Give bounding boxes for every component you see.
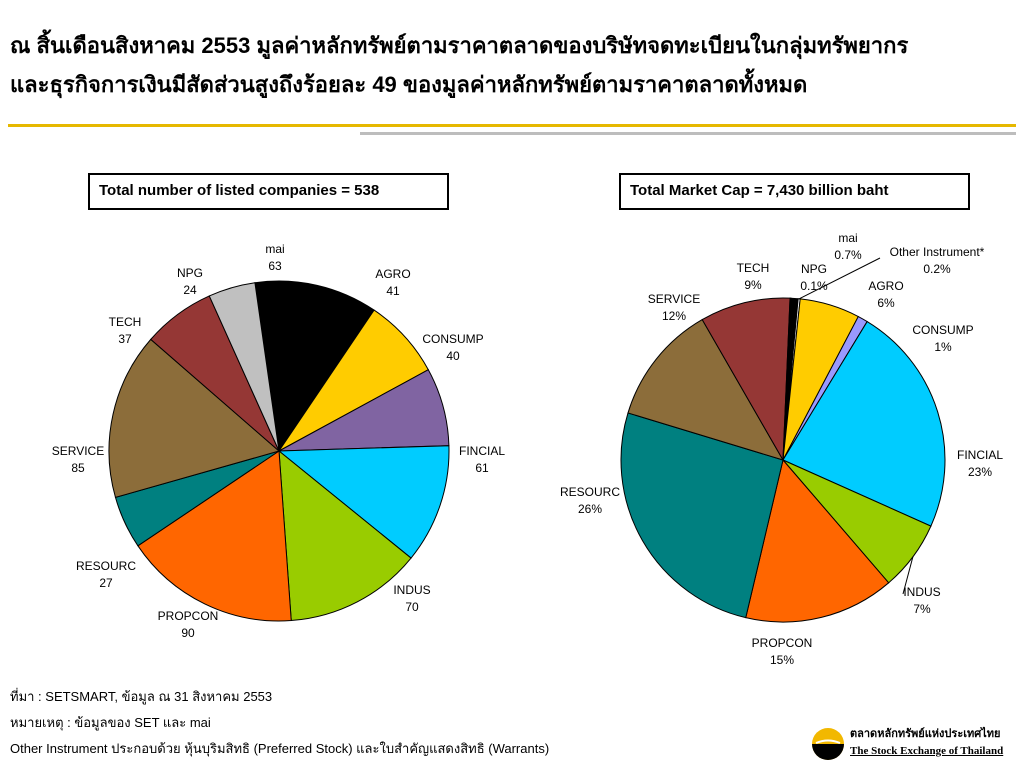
label-fincial: FINCIAL <box>957 448 1003 462</box>
value-tech: 9% <box>744 278 762 292</box>
value-indus: 7% <box>913 602 931 616</box>
other-instrument-note: Other Instrument ประกอบด้วย หุ้นบุริมสิท… <box>10 741 550 756</box>
set-logo: ตลาดหลักทรัพย์แห่งประเทศไทย The Stock Ex… <box>810 724 1020 764</box>
listed-companies-title: Total number of listed companies = 538 <box>88 173 449 210</box>
value-other-instrument: 0.2% <box>923 262 951 276</box>
slice-propcon <box>745 458 890 623</box>
label-indus: INDUS <box>903 585 940 599</box>
label-mai: mai <box>838 231 857 245</box>
label-indus: INDUS <box>393 583 430 597</box>
label-resourc: RESOURC <box>560 485 620 499</box>
label-service: SERVICE <box>648 292 700 306</box>
value-npg: 0.1% <box>800 279 828 293</box>
label-propcon: PROPCON <box>158 609 219 623</box>
slice-npg <box>782 297 792 461</box>
label-fincial: FINCIAL <box>459 444 505 458</box>
page-title: ณ สิ้นเดือนสิงหาคม 2553 มูลค่าหลักทรัพย์… <box>10 26 1020 104</box>
label-propcon: PROPCON <box>752 636 813 650</box>
gold-divider <box>8 124 1016 127</box>
set-emblem-icon <box>812 728 844 760</box>
value-tech: 37 <box>118 332 132 346</box>
value-consump: 40 <box>446 349 460 363</box>
value-propcon: 90 <box>181 626 195 640</box>
logo-name-th: ตลาดหลักทรัพย์แห่งประเทศไทย <box>850 728 1001 740</box>
remark-note: หมายเหตุ : ข้อมูลของ SET และ mai <box>10 715 211 730</box>
slice-fincial <box>277 445 450 559</box>
label-resourc: RESOURC <box>76 559 136 573</box>
value-service: 85 <box>71 461 85 475</box>
label-mai: mai <box>265 242 284 256</box>
title-line-2: และธุรกิจการเงินมีสัดส่วนสูงถึงร้อยละ 49… <box>10 72 808 97</box>
value-propcon: 15% <box>770 653 794 667</box>
value-resourc: 26% <box>578 502 602 516</box>
slice-resourc <box>620 412 784 619</box>
slice-tech <box>701 297 791 462</box>
value-resourc: 27 <box>99 576 113 590</box>
market-cap-title: Total Market Cap = 7,430 billion baht <box>619 173 970 210</box>
value-fincial: 61 <box>475 461 489 475</box>
slice-propcon <box>137 450 292 622</box>
label-service: SERVICE <box>52 444 104 458</box>
label-agro: AGRO <box>375 267 410 281</box>
slice-service <box>627 318 785 461</box>
value-mai: 0.7% <box>834 248 862 262</box>
footnotes: ที่มา : SETSMART, ข้อมูล ณ 31 สิงหาคม 25… <box>10 684 549 762</box>
label-other-instrument: Other Instrument* <box>890 245 985 259</box>
value-service: 12% <box>662 309 686 323</box>
value-mai: 63 <box>268 259 282 273</box>
gray-divider <box>360 132 1016 135</box>
source-note: ที่มา : SETSMART, ข้อมูล ณ 31 สิงหาคม 25… <box>10 689 273 704</box>
label-npg: NPG <box>801 262 827 276</box>
label-tech: TECH <box>109 315 142 329</box>
leader-line-other-instrument <box>798 257 881 300</box>
title-line-1: ณ สิ้นเดือนสิงหาคม 2553 มูลค่าหลักทรัพย์… <box>10 33 909 58</box>
slice-fincial <box>782 320 946 527</box>
value-agro: 41 <box>386 284 400 298</box>
label-agro: AGRO <box>868 279 903 293</box>
slice-service <box>108 338 281 499</box>
value-agro: 6% <box>877 296 895 310</box>
logo-name-en: The Stock Exchange of Thailand <box>850 745 1004 757</box>
value-npg: 24 <box>183 283 197 297</box>
slice-mai <box>254 280 375 453</box>
slice-indus <box>278 449 412 622</box>
leader-line-indus <box>902 556 914 595</box>
value-indus: 70 <box>405 600 419 614</box>
label-tech: TECH <box>737 261 770 275</box>
label-consump: CONSUMP <box>912 323 973 337</box>
value-fincial: 23% <box>968 465 992 479</box>
value-consump: 1% <box>934 340 952 354</box>
slice-npg <box>208 282 280 452</box>
label-npg: NPG <box>177 266 203 280</box>
label-consump: CONSUMP <box>422 332 483 346</box>
